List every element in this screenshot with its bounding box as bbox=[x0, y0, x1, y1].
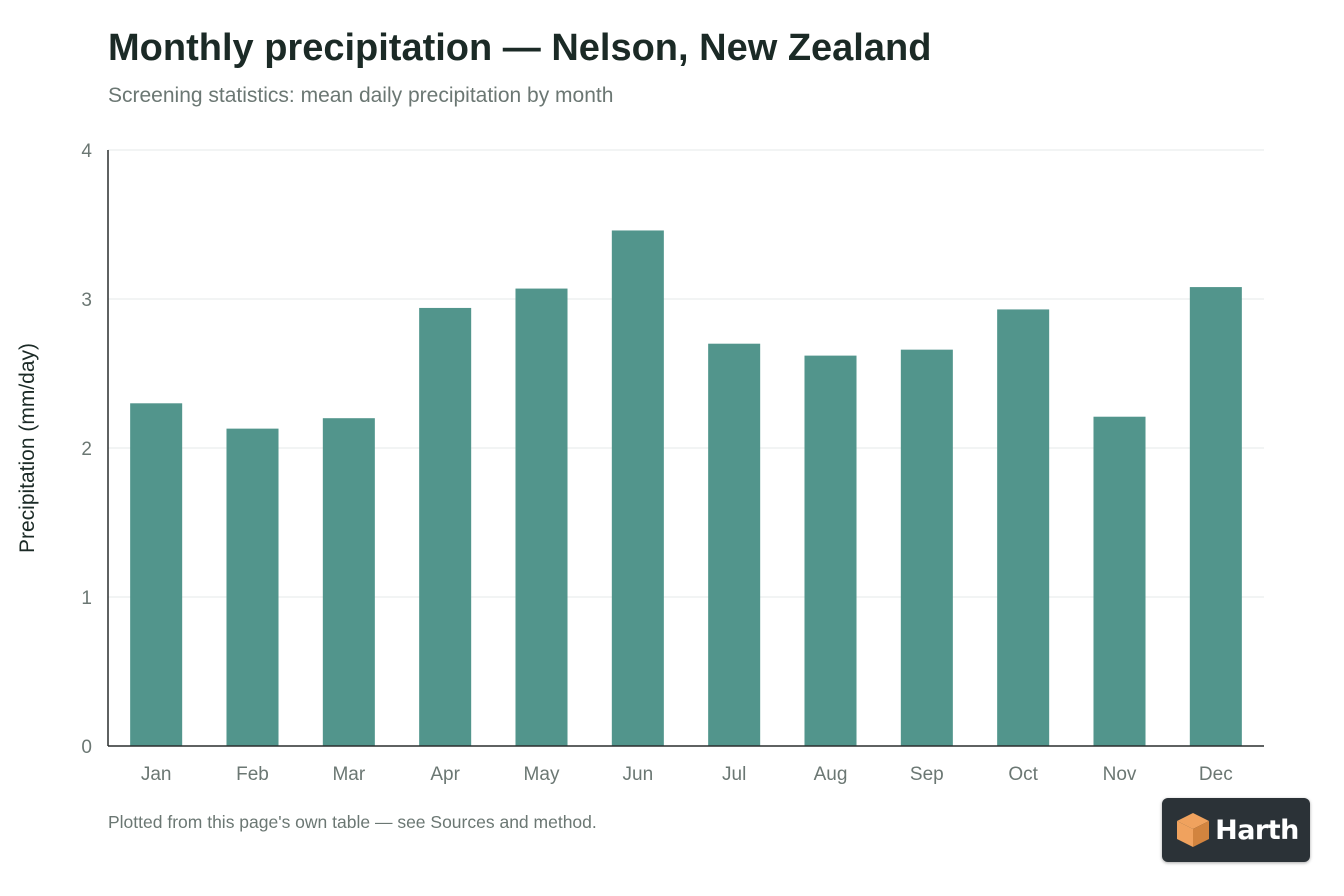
y-tick-label: 0 bbox=[81, 737, 92, 758]
x-tick-label: Oct bbox=[1008, 764, 1038, 785]
x-tick-label: Mar bbox=[332, 764, 365, 785]
x-tick-label: Jun bbox=[623, 764, 654, 785]
chart-subtitle: Screening statistics: mean daily precipi… bbox=[108, 84, 614, 107]
y-tick-label: 2 bbox=[81, 439, 92, 460]
bar-aug bbox=[804, 355, 857, 746]
bars bbox=[130, 230, 1242, 746]
bar-oct bbox=[997, 309, 1050, 746]
brand-name: Harth bbox=[1215, 814, 1299, 846]
x-tick-label: Sep bbox=[910, 764, 944, 785]
bar-jun bbox=[611, 230, 664, 746]
bar-may bbox=[515, 288, 568, 746]
y-tick-label: 3 bbox=[81, 290, 92, 311]
gridlines bbox=[108, 149, 1264, 598]
y-axis-title: Precipitation (mm/day) bbox=[16, 343, 39, 553]
tick-labels: 0 1 2 3 4 Jan Feb Mar Apr May Jun Jul Aug Sep Oct Nov De… bbox=[16, 141, 1233, 785]
bar-sep bbox=[900, 349, 953, 746]
bar-mar bbox=[322, 418, 375, 746]
bar-dec bbox=[1189, 287, 1242, 746]
x-tick-label: Feb bbox=[236, 764, 269, 785]
brand-badge[interactable]: Harth bbox=[1162, 798, 1310, 862]
x-tick-label: Dec bbox=[1199, 764, 1233, 785]
bar-jul bbox=[708, 343, 761, 746]
x-tick-label: Jul bbox=[722, 764, 746, 785]
bar-nov bbox=[1093, 416, 1146, 746]
bar-jan bbox=[130, 403, 183, 746]
x-tick-label: May bbox=[524, 764, 560, 785]
x-tick-label: Aug bbox=[814, 764, 848, 785]
x-tick-label: Jan bbox=[141, 764, 172, 785]
chart-title: Monthly precipitation — Nelson, New Zeal… bbox=[108, 27, 932, 69]
y-tick-label: 4 bbox=[81, 141, 92, 162]
cube-logo-icon bbox=[1173, 810, 1213, 850]
precipitation-bar-chart: 0 1 2 3 4 Jan Feb Mar Apr May Jun Jul Aug Sep Oct Nov De… bbox=[16, 141, 1264, 785]
bar-apr bbox=[419, 307, 472, 746]
bar-feb bbox=[226, 428, 279, 746]
axes bbox=[107, 150, 1264, 747]
x-tick-label: Apr bbox=[430, 764, 460, 785]
x-tick-label: Nov bbox=[1103, 764, 1137, 785]
source-footnote: Plotted from this page's own table — see… bbox=[108, 812, 597, 832]
y-tick-label: 1 bbox=[81, 588, 92, 609]
